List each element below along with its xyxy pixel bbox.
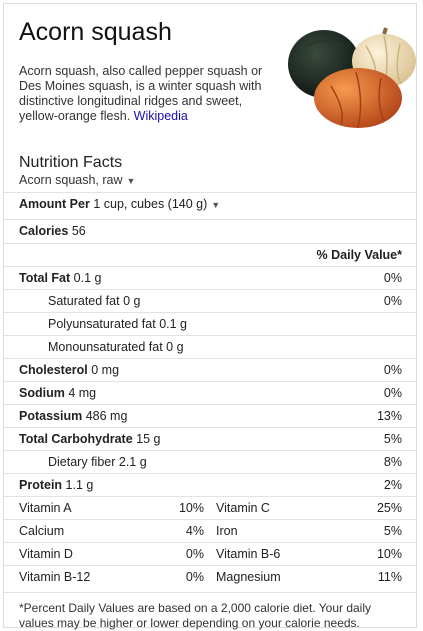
vitamin-label: Magnesium xyxy=(216,570,281,584)
wikipedia-link[interactable]: Wikipedia xyxy=(133,109,188,123)
nutrient-row: Polyunsaturated fat 0.1 g xyxy=(4,312,416,335)
nutrient-pct: 0% xyxy=(383,363,402,377)
caret-down-icon: ▼ xyxy=(126,176,136,186)
vitamin-pct: 11% xyxy=(377,570,402,584)
daily-value-footnote: *Percent Daily Values are based on a 2,0… xyxy=(4,592,416,631)
food-selector[interactable]: Acorn squash, raw ▼ xyxy=(19,173,135,187)
serving-size-selector[interactable]: Amount Per 1 cup, cubes (140 g) ▼ xyxy=(4,192,416,215)
nutrient-label: Total Carbohydrate xyxy=(19,432,133,446)
nutrient-amount: 0 g xyxy=(166,340,184,354)
vitamin-label: Vitamin A xyxy=(19,501,72,515)
nutrient-pct: 5% xyxy=(383,432,402,446)
nutrient-row: Cholesterol 0 mg 0% xyxy=(4,358,416,381)
nutrient-label: Dietary fiber xyxy=(48,455,116,469)
nutrition-facts-heading: Nutrition Facts xyxy=(19,154,123,171)
vitamin-pct: 4% xyxy=(185,524,204,538)
caret-down-icon: ▼ xyxy=(211,200,221,210)
vitamin-label: Vitamin B-12 xyxy=(19,570,91,584)
nutrient-pct: 13% xyxy=(376,409,402,423)
nutrient-amount: 0 g xyxy=(123,294,141,308)
calories-label: Calories xyxy=(19,224,69,238)
nutrient-label: Monounsaturated fat xyxy=(48,340,163,354)
vitamin-pct: 0% xyxy=(185,570,204,584)
nutrient-amount: 0.1 g xyxy=(159,317,188,331)
vitamin-label: Vitamin C xyxy=(216,501,270,515)
vitamin-pct: 25% xyxy=(376,501,402,515)
knowledge-panel: Acorn squash Acorn squash, also called p… xyxy=(3,3,417,631)
amount-label: Amount Per xyxy=(19,197,90,211)
nutrient-label: Polyunsaturated fat xyxy=(48,317,156,331)
nutrient-amount: 0 mg xyxy=(91,363,120,377)
vitamin-row: Vitamin D 0% Vitamin B-6 10% xyxy=(4,542,416,565)
nutrient-row: Monounsaturated fat 0 g xyxy=(4,335,416,358)
vitamin-pct: 5% xyxy=(383,524,402,538)
nutrient-label: Potassium xyxy=(19,409,83,423)
vitamin-row: Vitamin B-12 0% Magnesium 11% xyxy=(4,565,416,588)
nutrient-amount: 4 mg xyxy=(68,386,97,400)
nutrient-label: Cholesterol xyxy=(19,363,88,377)
page-title: Acorn squash xyxy=(19,18,172,46)
vitamin-pct: 0% xyxy=(185,547,204,561)
vitamin-pct: 10% xyxy=(178,501,204,515)
vitamin-label: Calcium xyxy=(19,524,65,538)
nutrient-pct: 0% xyxy=(383,294,402,308)
nutrient-amount: 0.1 g xyxy=(73,271,102,285)
nutrient-amount: 1.1 g xyxy=(65,478,94,492)
vitamin-row: Calcium 4% Iron 5% xyxy=(4,519,416,542)
description: Acorn squash, also called pepper squash … xyxy=(19,64,274,124)
nutrient-amount: 2.1 g xyxy=(118,455,147,469)
nutrient-row: Potassium 486 mg 13% xyxy=(4,404,416,427)
description-text: Acorn squash, also called pepper squash … xyxy=(19,64,263,123)
nutrient-pct: 0% xyxy=(383,386,402,400)
vitamin-label: Vitamin D xyxy=(19,547,73,561)
nutrient-row: Sodium 4 mg 0% xyxy=(4,381,416,404)
nutrient-row: Total Carbohydrate 15 g 5% xyxy=(4,427,416,450)
calories-value: 56 xyxy=(71,224,86,238)
nutrient-label: Total Fat xyxy=(19,271,71,285)
nutrient-row: Total Fat 0.1 g 0% xyxy=(4,266,416,289)
nutrient-label: Saturated fat xyxy=(48,294,120,308)
nutrient-label: Sodium xyxy=(19,386,65,400)
amount-value: 1 cup, cubes (140 g) xyxy=(93,197,208,211)
daily-value-header-row: % Daily Value* xyxy=(4,243,416,266)
daily-value-header: % Daily Value* xyxy=(316,248,402,262)
nutrient-pct: 0% xyxy=(383,271,402,285)
vitamin-row: Vitamin A 10% Vitamin C 25% xyxy=(4,496,416,519)
vitamin-pct: 10% xyxy=(376,547,402,561)
nutrient-amount: 15 g xyxy=(136,432,161,446)
squash-image[interactable] xyxy=(276,16,416,136)
vitamin-label: Vitamin B-6 xyxy=(216,547,281,561)
nutrient-label: Protein xyxy=(19,478,63,492)
nutrient-pct: 8% xyxy=(383,455,402,469)
food-name: Acorn squash, raw xyxy=(19,173,123,187)
calories-row: Calories 56 xyxy=(4,219,416,242)
nutrient-row: Protein 1.1 g 2% xyxy=(4,473,416,496)
vitamin-label: Iron xyxy=(216,524,238,538)
nutrient-pct: 2% xyxy=(383,478,402,492)
nutrient-row: Saturated fat 0 g 0% xyxy=(4,289,416,312)
nutrient-row: Dietary fiber 2.1 g 8% xyxy=(4,450,416,473)
nutrient-amount: 486 mg xyxy=(85,409,128,423)
